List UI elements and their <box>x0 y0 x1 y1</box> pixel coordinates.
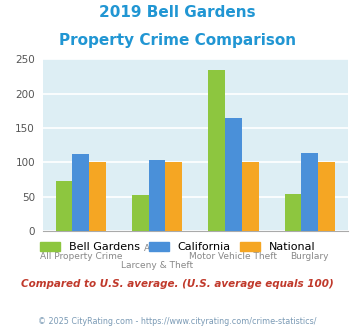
Bar <box>72 154 89 231</box>
Bar <box>165 162 182 231</box>
Bar <box>301 153 318 231</box>
Text: Larceny & Theft: Larceny & Theft <box>121 261 193 270</box>
Text: 2019 Bell Gardens: 2019 Bell Gardens <box>99 5 256 20</box>
Text: Property Crime Comparison: Property Crime Comparison <box>59 33 296 48</box>
Bar <box>208 70 225 231</box>
Text: All Property Crime: All Property Crime <box>39 252 122 261</box>
Legend: Bell Gardens, California, National: Bell Gardens, California, National <box>40 242 315 252</box>
Bar <box>318 162 335 231</box>
Bar <box>149 160 165 231</box>
Text: Compared to U.S. average. (U.S. average equals 100): Compared to U.S. average. (U.S. average … <box>21 279 334 289</box>
Text: Motor Vehicle Theft: Motor Vehicle Theft <box>190 252 277 261</box>
Text: Burglary: Burglary <box>290 252 329 261</box>
Bar <box>242 162 258 231</box>
Bar <box>56 181 72 231</box>
Text: © 2025 CityRating.com - https://www.cityrating.com/crime-statistics/: © 2025 CityRating.com - https://www.city… <box>38 317 317 326</box>
Bar <box>89 162 106 231</box>
Text: Arson: Arson <box>144 244 170 253</box>
Bar <box>285 194 301 231</box>
Bar <box>132 195 149 231</box>
Bar <box>225 118 242 231</box>
